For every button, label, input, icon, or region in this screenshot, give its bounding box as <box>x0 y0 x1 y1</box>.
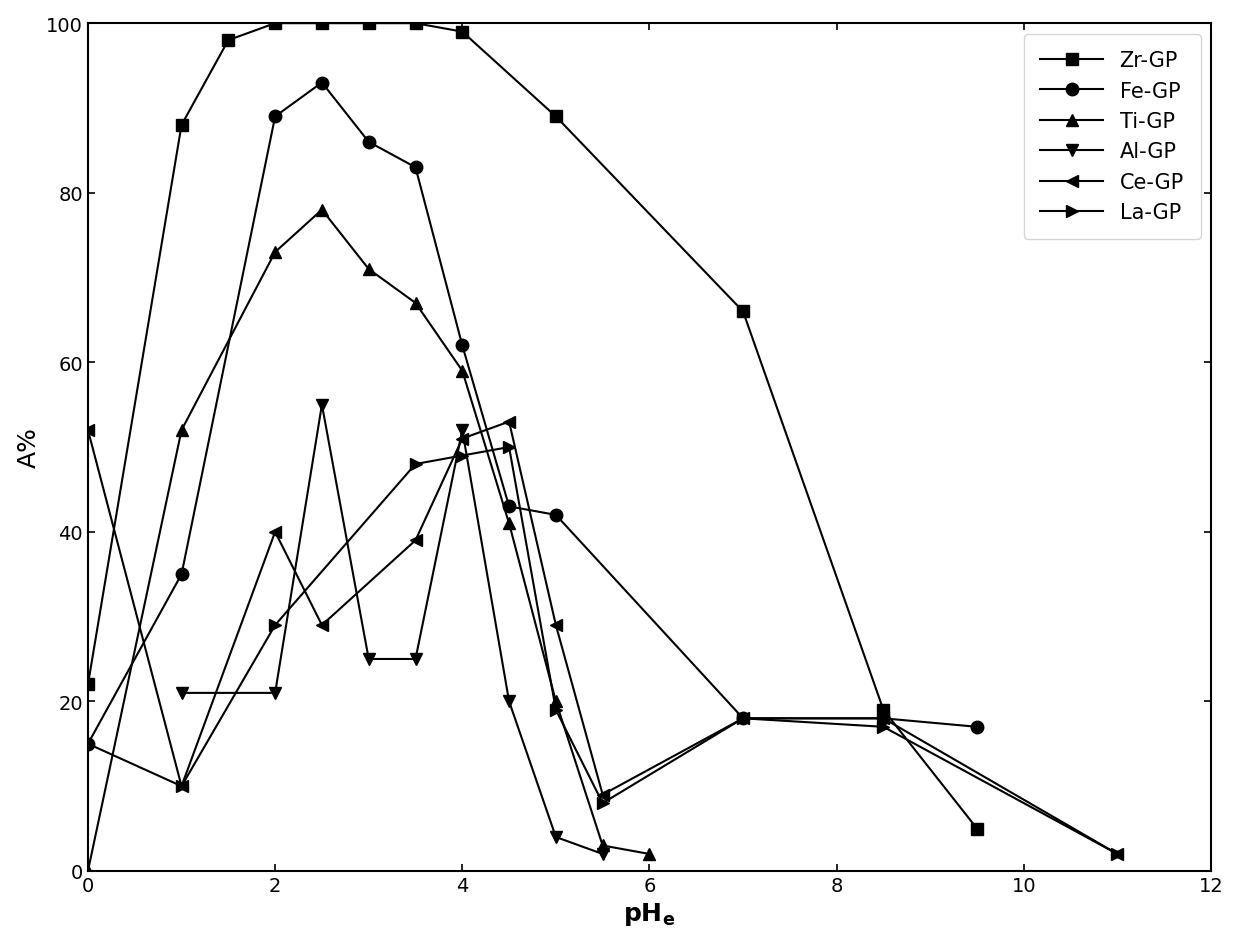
Ce-GP <box>875 713 890 724</box>
Ce-GP <box>735 713 750 724</box>
Ce-GP <box>315 620 330 632</box>
Al-GP <box>361 653 376 665</box>
Zr-GP <box>408 19 423 30</box>
Al-GP <box>268 687 283 699</box>
Zr-GP <box>174 120 188 131</box>
Zr-GP <box>548 111 563 123</box>
Al-GP <box>174 687 188 699</box>
La-GP <box>455 450 470 462</box>
Ti-GP <box>455 365 470 377</box>
Al-GP <box>455 425 470 436</box>
Ti-GP <box>548 696 563 707</box>
Fe-GP <box>548 510 563 521</box>
Fe-GP <box>315 77 330 89</box>
Al-GP <box>548 832 563 843</box>
Ce-GP <box>455 433 470 445</box>
Ti-GP <box>361 264 376 276</box>
Fe-GP <box>502 501 517 513</box>
Zr-GP <box>875 704 890 716</box>
La-GP <box>268 620 283 632</box>
Line: La-GP: La-GP <box>82 442 1123 860</box>
Ti-GP <box>315 205 330 216</box>
La-GP <box>81 738 95 750</box>
Al-GP <box>315 399 330 411</box>
X-axis label: pH$_\mathbf{e}$: pH$_\mathbf{e}$ <box>624 901 676 927</box>
Line: Fe-GP: Fe-GP <box>82 77 983 750</box>
Fe-GP <box>970 721 985 733</box>
Ce-GP <box>595 789 610 801</box>
La-GP <box>174 781 188 792</box>
Legend: Zr-GP, Fe-GP, Ti-GP, Al-GP, Ce-GP, La-GP: Zr-GP, Fe-GP, Ti-GP, Al-GP, Ce-GP, La-GP <box>1024 35 1200 240</box>
Line: Ti-GP: Ti-GP <box>82 204 656 877</box>
Fe-GP <box>408 162 423 174</box>
La-GP <box>735 713 750 724</box>
Ti-GP <box>174 425 188 436</box>
Line: Ce-GP: Ce-GP <box>82 416 1123 860</box>
Line: Zr-GP: Zr-GP <box>82 18 983 834</box>
La-GP <box>408 459 423 470</box>
Zr-GP <box>315 19 330 30</box>
Zr-GP <box>970 823 985 834</box>
Zr-GP <box>735 307 750 318</box>
Line: Al-GP: Al-GP <box>175 399 609 860</box>
Ce-GP <box>548 620 563 632</box>
Ce-GP <box>174 781 188 792</box>
Al-GP <box>408 653 423 665</box>
Fe-GP <box>174 569 188 581</box>
Fe-GP <box>455 340 470 351</box>
Fe-GP <box>268 111 283 123</box>
Fe-GP <box>81 738 95 750</box>
La-GP <box>595 798 610 809</box>
Zr-GP <box>361 19 376 30</box>
Ce-GP <box>502 416 517 428</box>
Ce-GP <box>268 527 283 538</box>
Ti-GP <box>595 840 610 851</box>
Ti-GP <box>81 866 95 877</box>
Ti-GP <box>268 247 283 259</box>
La-GP <box>502 442 517 453</box>
Fe-GP <box>361 137 376 148</box>
Ce-GP <box>1110 849 1125 860</box>
Al-GP <box>502 696 517 707</box>
Zr-GP <box>455 27 470 39</box>
Ti-GP <box>408 298 423 310</box>
La-GP <box>1110 849 1125 860</box>
La-GP <box>875 721 890 733</box>
Zr-GP <box>81 679 95 690</box>
Ce-GP <box>408 535 423 547</box>
Al-GP <box>595 849 610 860</box>
Ti-GP <box>642 849 657 860</box>
Fe-GP <box>735 713 750 724</box>
Y-axis label: A%: A% <box>16 427 41 468</box>
Ce-GP <box>81 425 95 436</box>
Fe-GP <box>875 713 890 724</box>
La-GP <box>548 704 563 716</box>
Zr-GP <box>268 19 283 30</box>
Ti-GP <box>502 518 517 530</box>
Zr-GP <box>221 36 236 47</box>
